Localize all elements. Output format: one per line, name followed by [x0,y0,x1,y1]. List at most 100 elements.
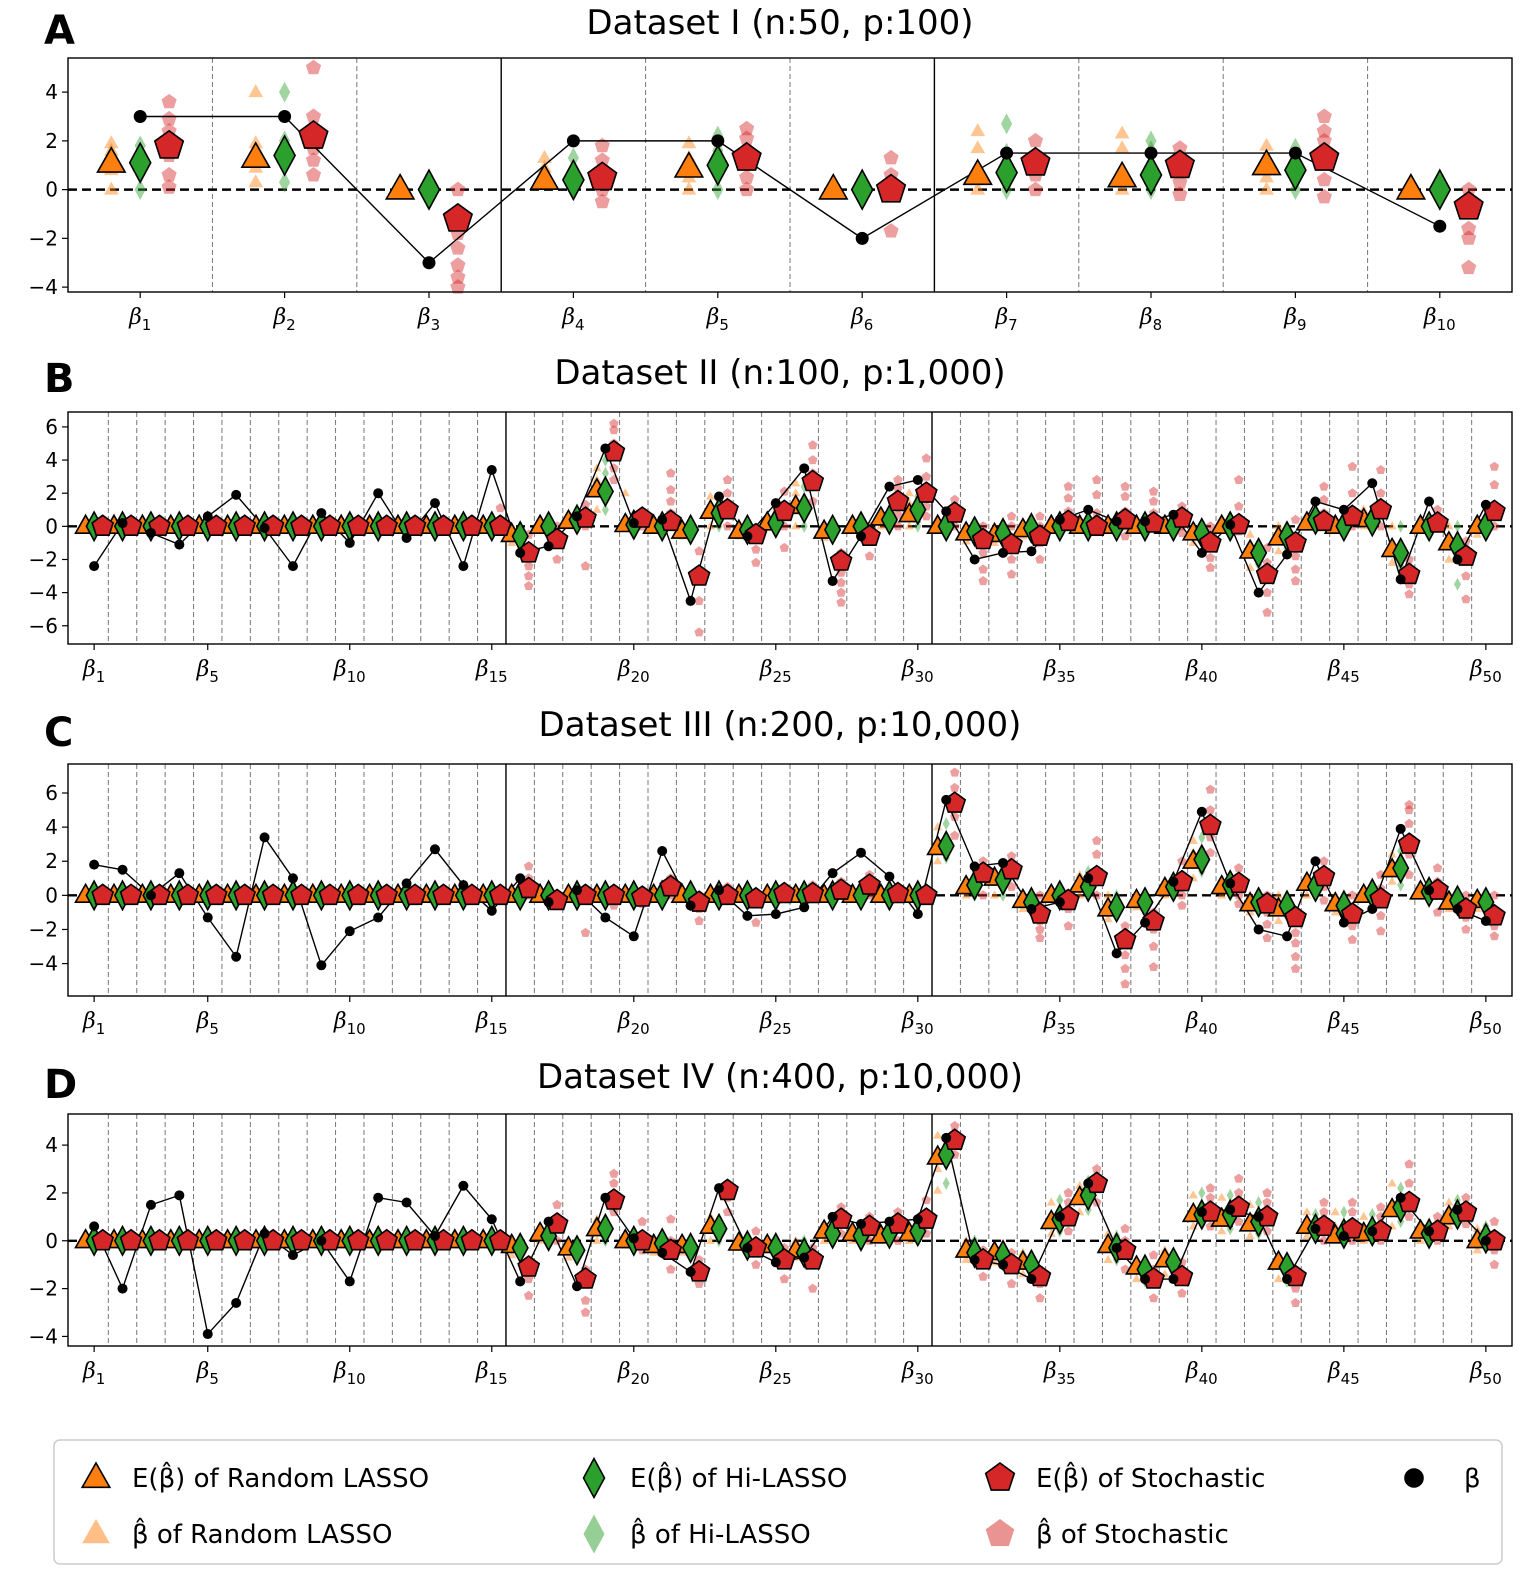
panel-b-beta-point [856,531,867,542]
panel-b-ytick-label: 6 [45,415,58,439]
panel-b-beta-point [628,518,639,529]
panel-d-xtick-label: β10 [333,1359,366,1388]
panel-c-beta-point [1480,915,1491,926]
panel-b-hat-rl-point [1387,557,1397,566]
panel-b-mean-st-marker [1000,532,1023,555]
panel-a-mean-rl-marker [96,146,127,173]
panel-c-xtick-label: β5 [196,1009,219,1038]
panel-c-hat-st-point [1290,951,1301,961]
panel-c-beta-point [543,897,554,908]
panel-c-hat-st-point [1035,933,1045,942]
panel-d-xtick-label: β50 [1469,1359,1502,1388]
panel-a-xtick-label: β3 [417,305,440,334]
panel-b-mean-hl-marker [880,503,899,536]
panel-c-beta-point [89,859,100,870]
panel-b-hat-st-point [722,474,733,484]
panel-c-beta-point [713,885,724,896]
panel-d-beta-point [429,1230,440,1241]
panel-a-mean-st-marker [1164,149,1196,179]
panel-b-hat-st-point [523,581,534,590]
panel-d-hat-st-point [1262,1197,1272,1207]
panel-a-xtick-label: β4 [561,305,584,334]
panel-b-hat-st-point [1234,474,1244,484]
panel-c-beta-point [1452,904,1463,914]
panel-b-hat-st-point [495,503,505,513]
panel-b-hat-st-point [978,576,988,586]
panel-c-beta-point [401,878,412,889]
panel-d-beta-point [373,1192,384,1203]
panel-d-hat-st-point [1234,1187,1244,1197]
panel-d-beta-point [458,1180,469,1191]
panel-b-hat-st-point [950,494,960,504]
panel-b-mean-st-marker [346,514,370,537]
panel-d-hat-st-point [722,1207,733,1217]
panel-d-beta-point [1225,1204,1236,1215]
panel-d-hat-st-point [580,1307,591,1317]
panel-b-hat-st-point [1290,514,1301,524]
panel-a-xtick-label: β7 [994,305,1017,334]
panel-b-letter: B [44,356,75,402]
panel-b-hat-st-point [1489,479,1500,489]
panel-b-hat-rl-point [791,488,801,497]
panel-b-hat-rl-point [904,521,914,530]
panel-c-mean-hl-marker [1193,843,1211,876]
panel-d-hat-rl-point [1245,1231,1255,1240]
panel-b-mean-st-marker [914,481,938,503]
panel-d-beta-point [571,1281,582,1292]
panel-d-beta-point [1395,1192,1406,1203]
panel-c-hat-st-point [1319,895,1329,905]
panel-c-hat-rl-point [933,822,943,831]
panel-d-hat-st-point [1461,1192,1471,1202]
panel-a-ytick-label: 2 [45,129,58,153]
panel-c-hat-st-point [1205,784,1216,794]
panel-b-beta-point [89,561,100,572]
panel-b-mean-st-marker [1369,497,1393,520]
panel-b-ytick-label: 4 [45,448,58,472]
panel-c-hat-st-point [1063,921,1074,931]
panel-d-hat-rl-point [1131,1274,1142,1283]
panel-c-beta-point [1395,823,1406,834]
panel-b-mean-st-marker [1284,530,1307,553]
panel-b-beta-point [1168,509,1179,520]
panel-c-hat-st-point [1262,919,1272,929]
panel-b-hat-st-point [1120,481,1130,491]
panel-b-hat-rl-point [1387,521,1397,530]
panel-c-beta-point [884,871,895,882]
panel-d-beta-point [174,1190,185,1201]
panel-c-mean-st-marker [488,883,512,906]
panel-b-hat-st-point [893,474,903,484]
panel-a-mean-st-marker [1453,190,1484,220]
panel-b-xtick-label: β1 [82,657,105,686]
panel-d-hat-st-point [1404,1159,1414,1169]
panel-c-beta-line [94,797,1487,967]
panel-c-mean-st-marker [772,881,796,904]
panel-d-beta-point [89,1221,100,1232]
panel-b-hat-st-point [609,418,619,428]
panel-b-hat-st-point [779,542,790,552]
panel-b-mean-st-marker [1255,562,1279,585]
panel-a-mean-st-marker [875,173,907,203]
panel-b-xtick-label: β20 [617,657,650,686]
panel-b-mean-st-marker [829,549,853,571]
panel-d-ytick-label: 2 [45,1181,58,1205]
panel-c-hat-st-point [1404,805,1414,815]
panel-a-beta-point [278,110,292,123]
panel-d-hat-hl-point [942,1176,950,1190]
legend: E(β̂) of Random LASSO E(β̂) of Hi-LASSO E(… [53,1439,1503,1565]
panel-d-hat-rl-point [1444,1197,1454,1206]
panel-b-beta-point [202,511,213,522]
panel-b-beta-point [145,527,156,538]
panel-d-beta-point [685,1266,696,1277]
panel-b-hat-st-point [1404,589,1414,599]
panel-b-hat-st-point [694,595,704,605]
panel-a-beta-point [566,134,580,148]
panel-d-hat-st-point [666,1214,676,1224]
panel-c-mean-st-marker [1198,813,1222,836]
panel-a-mean-rl-marker [240,141,271,168]
panel-c-hat-st-point [950,767,960,777]
panel-b-mean-st-marker [1085,514,1109,537]
panel-c-beta-point [969,861,980,872]
panel-c-hat-st-point [1035,924,1045,934]
panel-d-ytick-label: −2 [29,1277,58,1301]
panel-c-mean-st-marker [261,883,285,906]
